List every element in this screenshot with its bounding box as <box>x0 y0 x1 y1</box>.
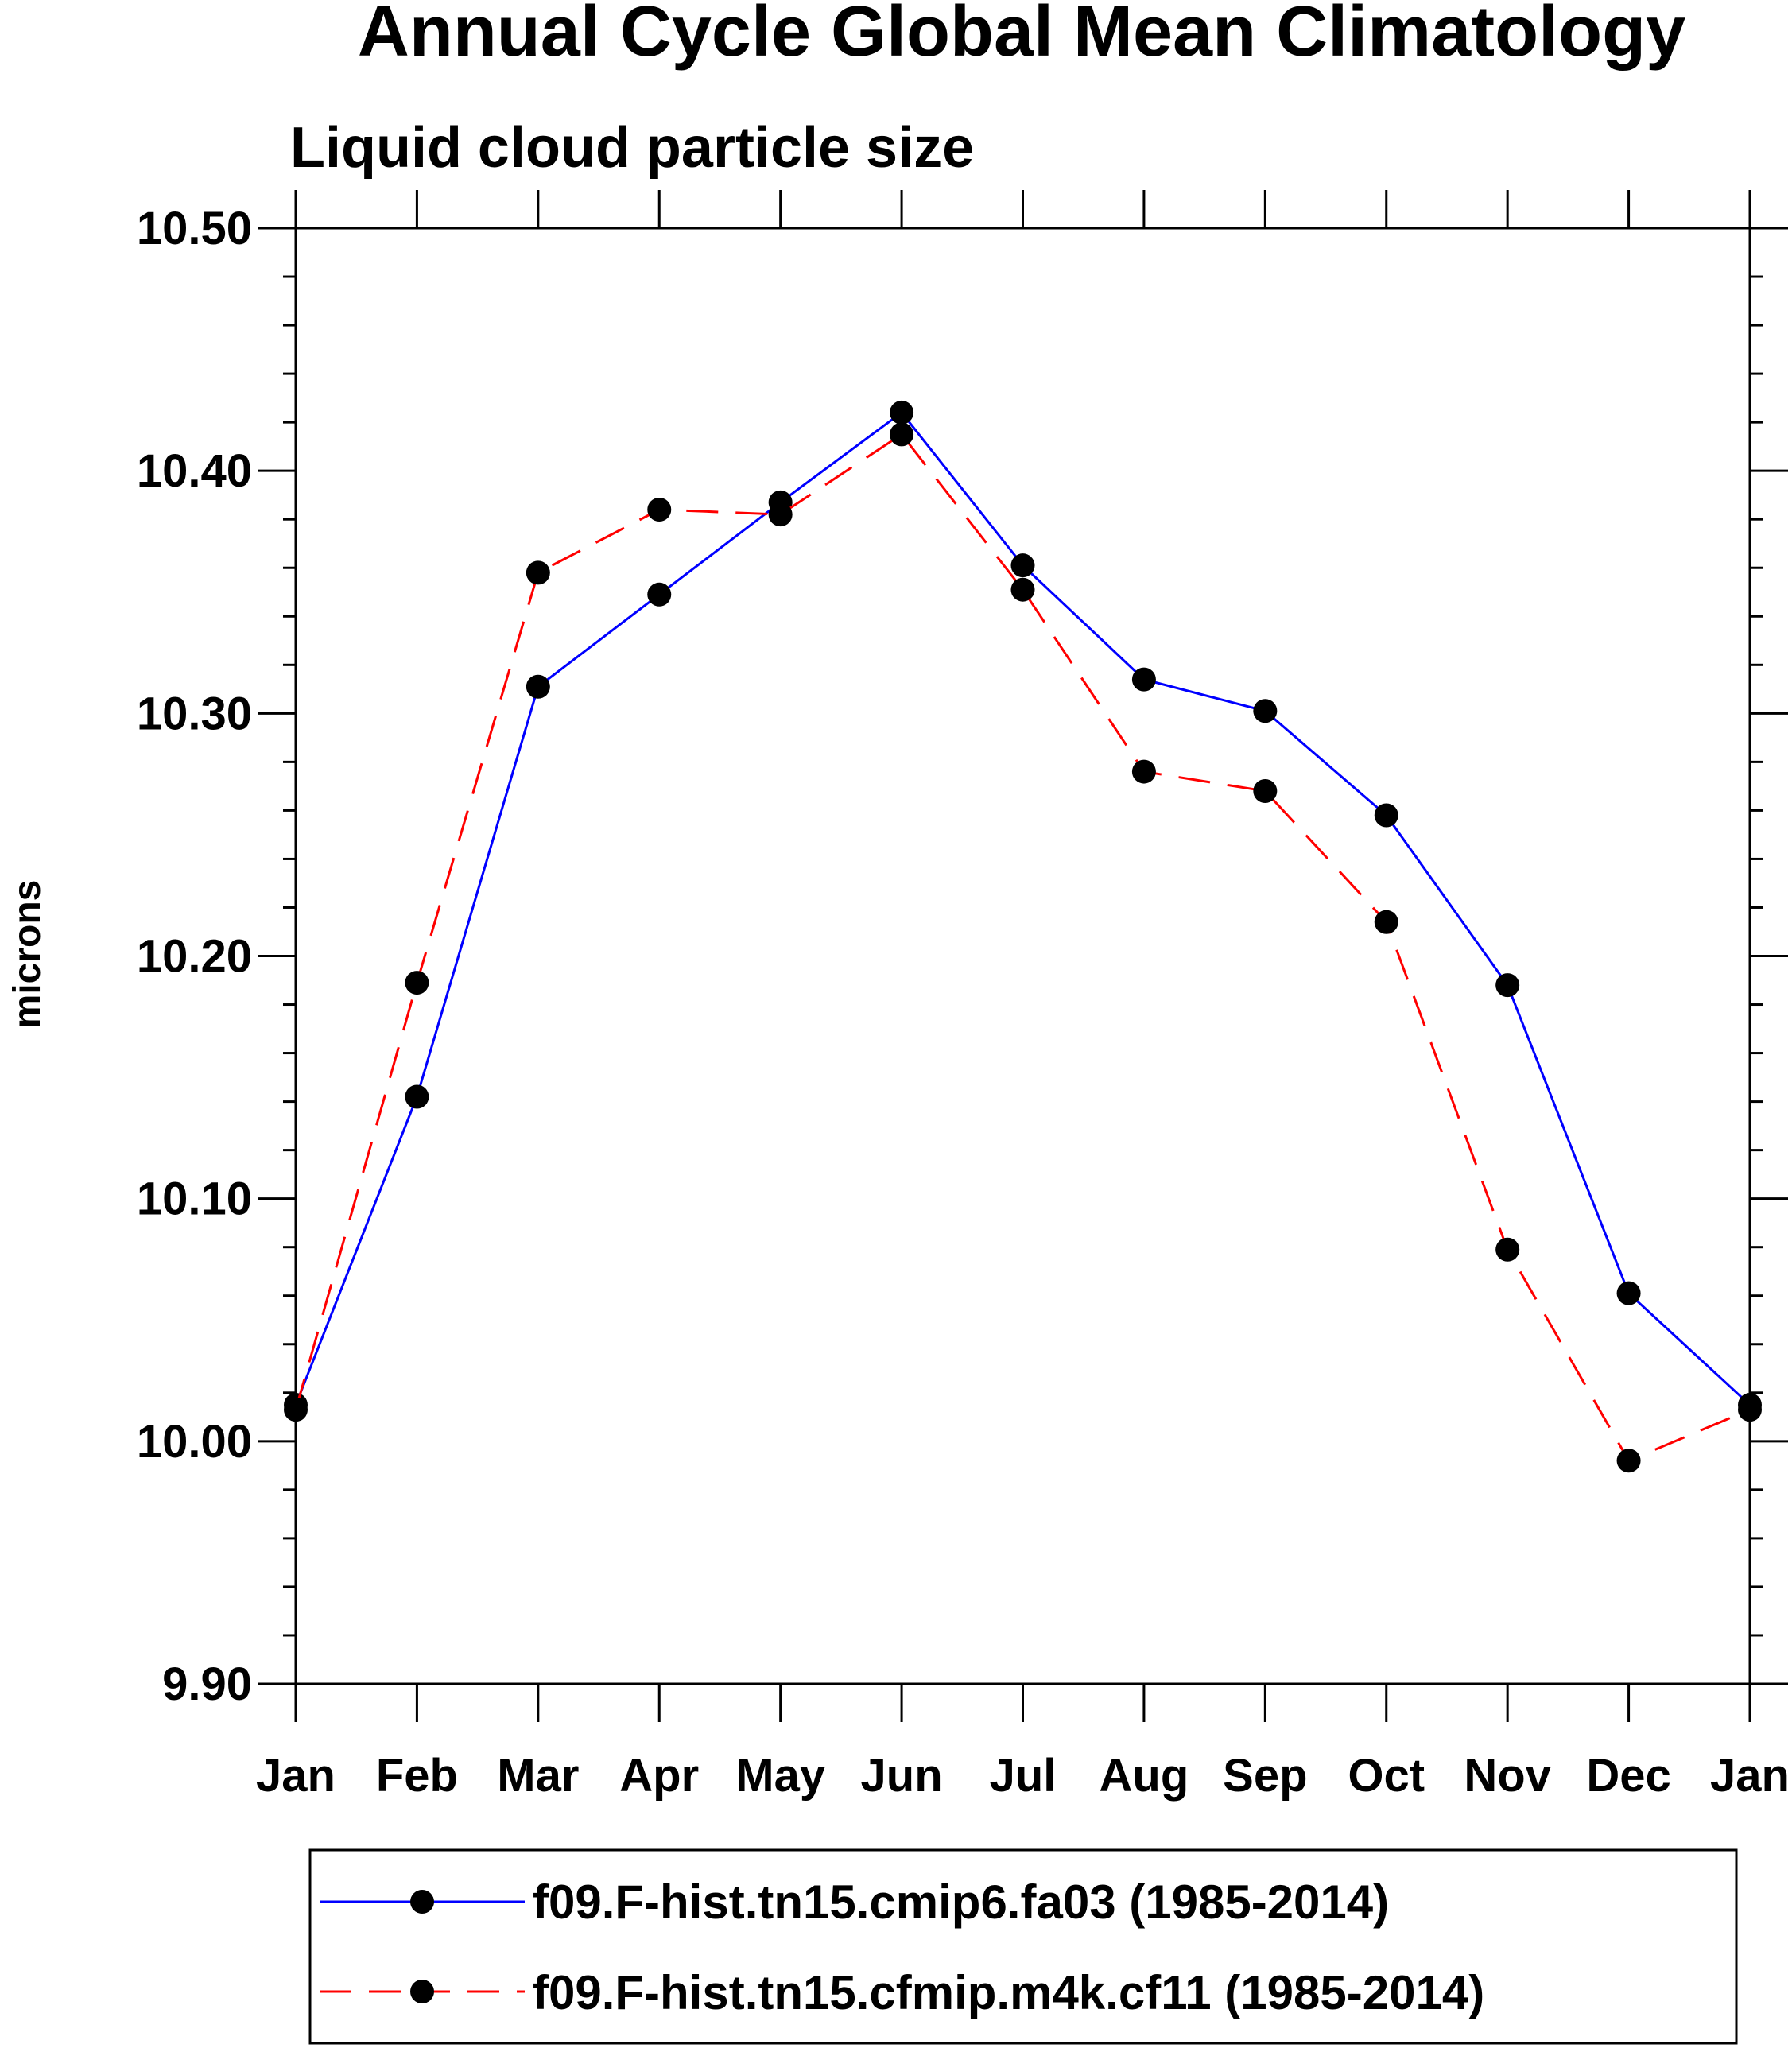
y-tick-label: 9.90 <box>162 1658 252 1710</box>
series-2-point <box>1010 577 1035 602</box>
x-tick-label: Jul <box>990 1750 1057 1802</box>
series-2-point <box>1738 1398 1762 1422</box>
x-tick-label: Sep <box>1223 1750 1307 1802</box>
legend: f09.F-hist.tn15.cmip6.fa03 (1985-2014) f… <box>308 1848 1738 2045</box>
series-2-point <box>1616 1449 1641 1473</box>
axis-ticks <box>258 190 1788 1722</box>
series-1-point <box>647 582 672 607</box>
series-1-point <box>1131 667 1156 692</box>
y-tick-label: 10.50 <box>137 203 252 254</box>
series-1-point <box>890 400 914 425</box>
series-2-point <box>1374 910 1398 934</box>
series-1-point <box>1010 553 1035 578</box>
legend-marker-series-2 <box>410 1980 434 2003</box>
series-1-point <box>1495 973 1520 998</box>
series-layer <box>284 400 1762 1473</box>
x-tick-label: Dec <box>1586 1750 1670 1802</box>
x-tick-label: Apr <box>619 1750 699 1802</box>
series-1-point <box>405 1084 429 1109</box>
y-axis-label: microns <box>6 880 48 1029</box>
legend-marker-series-1 <box>410 1890 434 1914</box>
series-2-point <box>890 422 914 447</box>
x-tick-label: Oct <box>1348 1750 1425 1802</box>
legend-label-series-1: f09.F-hist.tn15.cmip6.fa03 (1985-2014) <box>533 1875 1389 1929</box>
series-2-point <box>526 560 550 585</box>
series-1-point <box>1616 1281 1641 1305</box>
y-tick-label: 10.10 <box>137 1173 252 1225</box>
x-tick-label: May <box>735 1750 825 1802</box>
series-1-point <box>526 674 550 699</box>
x-tick-label: Aug <box>1100 1750 1189 1802</box>
chart-title: Annual Cycle Global Mean Climatology <box>358 0 1685 72</box>
legend-label-series-2: f09.F-hist.tn15.cfmip.m4k.cf11 (1985-201… <box>533 1966 1484 2019</box>
series-2-point <box>405 971 429 995</box>
series-2-point <box>284 1398 308 1422</box>
series-2-point <box>1253 778 1278 803</box>
y-tick-label: 10.40 <box>137 445 252 497</box>
x-tick-label: Jun <box>861 1750 943 1802</box>
chart-subtitle: Liquid cloud particle size <box>290 116 974 180</box>
series-2-point <box>1131 759 1156 784</box>
legend-box <box>308 1848 1738 2045</box>
x-tick-label: Jan <box>1710 1750 1790 1802</box>
x-tick-label: Nov <box>1464 1750 1551 1802</box>
y-tick-label: 10.00 <box>137 1416 252 1468</box>
series-1-point <box>1253 699 1278 723</box>
series-2-point <box>647 497 672 522</box>
y-tick-label: 10.20 <box>137 931 252 983</box>
x-tick-label: Mar <box>497 1750 579 1802</box>
x-tick-label: Feb <box>376 1750 458 1802</box>
series-2-point <box>768 502 793 527</box>
plot-frame <box>294 227 1751 1685</box>
series-2-point <box>1495 1237 1520 1262</box>
y-tick-label: 10.30 <box>137 688 252 739</box>
series-1-point <box>1374 803 1398 828</box>
x-tick-label: Jan <box>256 1750 336 1802</box>
axis-tick-labels: 9.90 10.00 10.10 10.20 10.30 10.40 10.50 Jan Feb… <box>137 203 1790 1802</box>
